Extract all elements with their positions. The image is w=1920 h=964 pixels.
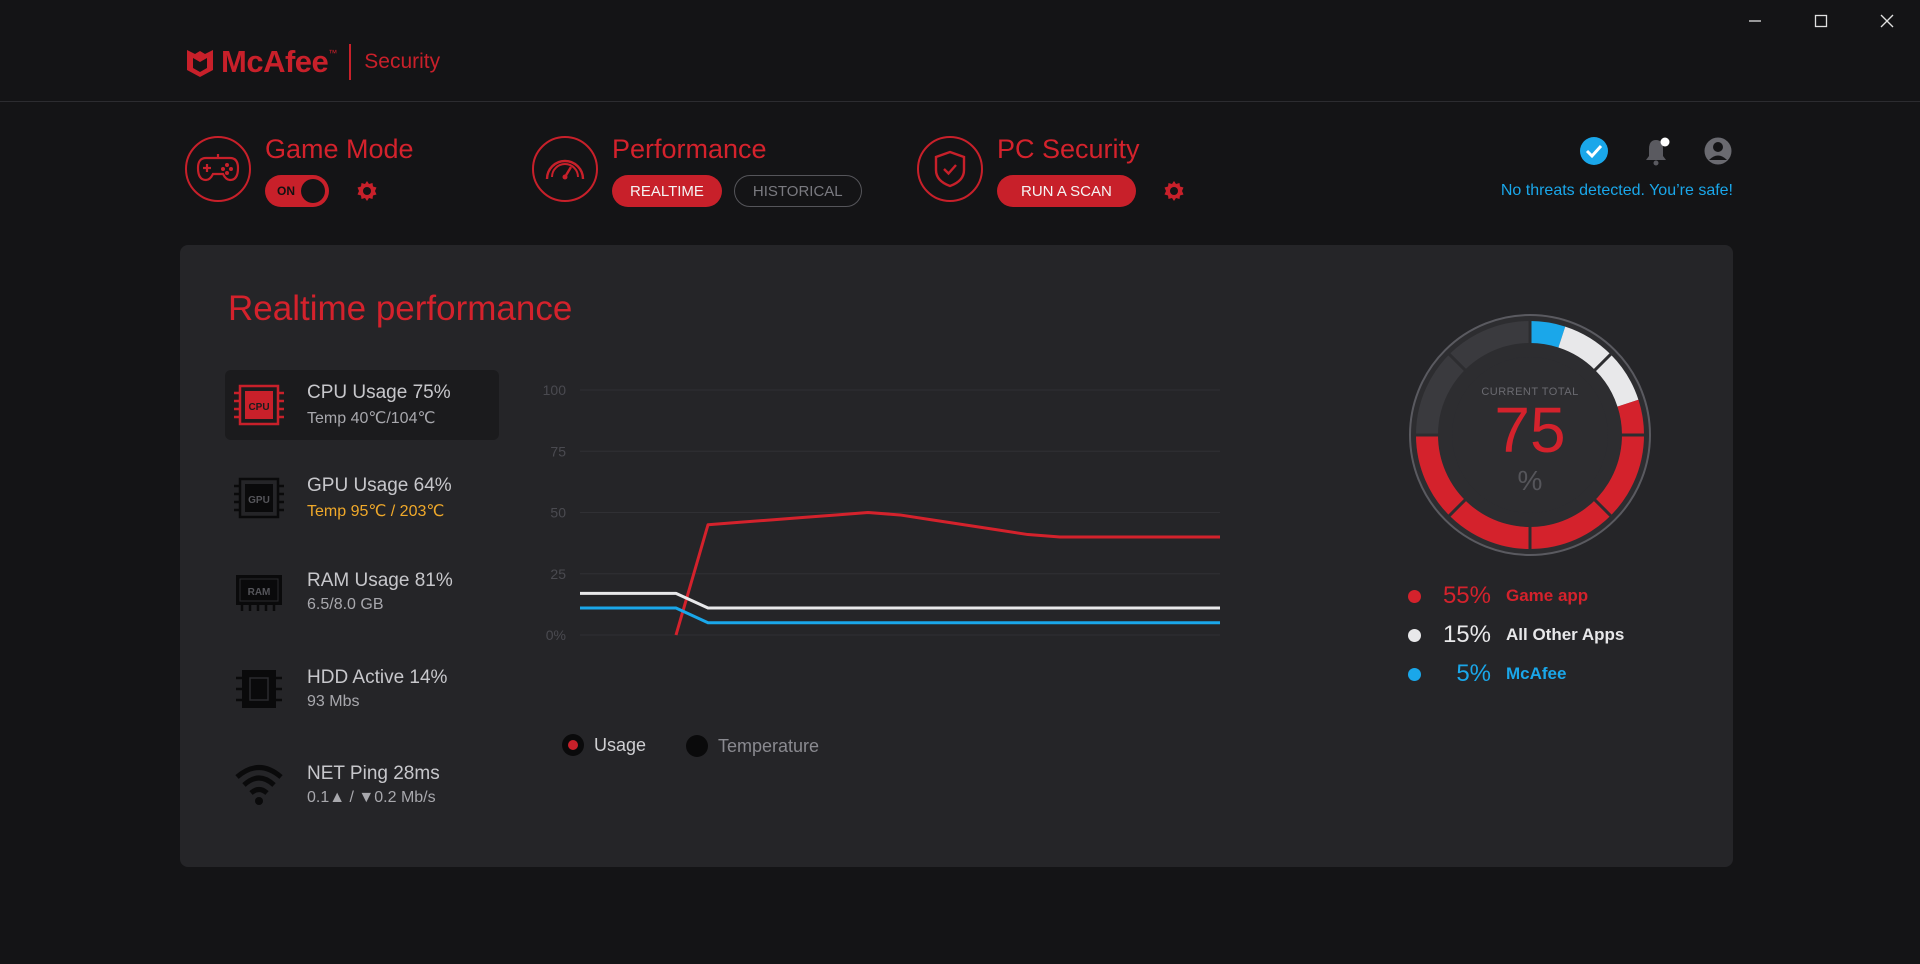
mcafee-shield-icon [187, 50, 213, 77]
panel-title: Realtime performance [228, 289, 573, 328]
hdd-active-title: HDD Active 14% [307, 667, 448, 688]
legend-temperature[interactable]: Temperature [686, 735, 819, 757]
title-bar: McAfee ™ Security [0, 0, 1920, 102]
mcafee-logo: McAfee ™ Security [185, 44, 440, 80]
tab-historical[interactable]: HISTORICAL [733, 175, 862, 207]
metric-cpu[interactable]: CPU CPU Usage 75% Temp 40℃/104℃ [225, 370, 499, 440]
legend-usage-label: Usage [594, 734, 647, 755]
realtime-performance-panel: Realtime performance CPU CPU Usage 75% T… [180, 245, 1733, 867]
net-throughput: 0.1▲ / ▼0.2 Mb/s [307, 789, 436, 806]
net-ping-title: NET Ping 28ms [307, 763, 440, 784]
y-tick-label: 50 [550, 505, 566, 521]
y-tick-label: 100 [543, 382, 567, 398]
performance-title: Performance [612, 134, 767, 164]
game-app-dot [1408, 589, 1421, 603]
protected-check-icon[interactable] [1579, 136, 1609, 171]
breakdown-mcafee: 5% McAfee [1408, 660, 1566, 688]
speedometer-icon [532, 136, 598, 202]
wifi-icon [231, 757, 287, 813]
mcafee-label: McAfee [1506, 664, 1567, 683]
y-tick-label: 75 [550, 443, 566, 459]
usage-legend-icon [562, 734, 584, 756]
brand-name: McAfee [221, 44, 329, 79]
other-apps-pct: 15% [1442, 621, 1491, 648]
cpu-chip-label: CPU [248, 402, 269, 413]
donut-caption: CURRENT TOTAL [1481, 386, 1579, 398]
hdd-speed: 93 Mbs [307, 693, 360, 710]
donut-divider [1446, 351, 1468, 373]
toggle-label: ON [277, 184, 295, 198]
donut-center [1452, 357, 1608, 513]
game-mode-toggle[interactable]: ON [265, 175, 329, 207]
gpu-chip-label: GPU [248, 495, 270, 506]
minimize-icon [1749, 20, 1761, 22]
mcafee-pct: 5% [1456, 660, 1491, 687]
close-button[interactable] [1854, 6, 1920, 36]
game-app-pct: 55% [1442, 582, 1491, 609]
close-icon [1880, 14, 1894, 28]
pc-security-title: PC Security [997, 134, 1140, 164]
run-scan-button[interactable]: RUN A SCAN [997, 175, 1136, 207]
maximize-icon [1814, 14, 1828, 28]
breakdown-other-apps: 15% All Other Apps [1408, 621, 1624, 649]
metric-net[interactable]: NET Ping 28ms 0.1▲ / ▼0.2 Mb/s [225, 750, 499, 820]
shield-check-icon [917, 136, 983, 202]
minimize-button[interactable] [1722, 6, 1788, 36]
metric-gpu[interactable]: GPU GPU Usage 64% Temp 95℃ / 203℃ [225, 463, 499, 533]
hdd-icon [231, 661, 287, 717]
ram-chip-label: RAM [248, 587, 271, 598]
legend-usage[interactable]: Usage [562, 734, 646, 756]
game-mode-module: Game Mode ON [185, 136, 414, 207]
current-total-donut [1409, 314, 1651, 556]
other-apps-dot [1408, 628, 1421, 642]
donut-segment-game-app [1416, 399, 1644, 549]
donut-segment-mcafee [1529, 321, 1566, 348]
pc-security-module: PC Security RUN A SCAN [917, 136, 1186, 207]
window-controls [1722, 6, 1920, 36]
metric-hdd[interactable]: HDD Active 14% 93 Mbs [225, 654, 499, 724]
cpu-usage-title: CPU Usage 75% [307, 382, 451, 403]
ram-usage-title: RAM Usage 81% [307, 570, 453, 591]
realtime-line-chart: 100 75 50 25 0% [543, 382, 1220, 643]
ram-amount: 6.5/8.0 GB [307, 596, 384, 613]
mcafee-dot [1408, 667, 1421, 681]
game-mode-title: Game Mode [265, 134, 414, 164]
legend-temperature-label: Temperature [718, 735, 820, 756]
donut-divider [1446, 497, 1468, 519]
performance-module: Performance REALTIME HISTORICAL [532, 136, 862, 207]
series-line-ram [580, 591, 1220, 610]
other-apps-label: All Other Apps [1506, 625, 1625, 644]
donut-divider [1592, 351, 1614, 373]
logo-divider [349, 44, 352, 80]
donut-unit: % [1517, 465, 1543, 496]
gpu-temp: Temp 95℃ / 203℃ [307, 503, 445, 520]
security-settings-gear-icon[interactable] [1162, 179, 1186, 203]
game-mode-settings-gear-icon[interactable] [355, 179, 379, 203]
y-tick-label: 0% [546, 627, 566, 643]
donut-value: 75 [1494, 394, 1566, 466]
toggle-knob [301, 179, 325, 203]
gamepad-icon [185, 136, 251, 202]
series-line-mcafee [580, 606, 1220, 625]
maximize-button[interactable] [1788, 6, 1854, 36]
account-icon[interactable] [1703, 136, 1733, 171]
status-icons [1579, 136, 1733, 171]
notification-bell-icon[interactable] [1641, 136, 1671, 171]
breakdown-game-app: 55% Game app [1408, 582, 1588, 610]
temperature-legend-icon [686, 735, 708, 757]
tab-realtime[interactable]: REALTIME [612, 175, 722, 207]
threat-status-text: No threats detected. You’re safe! [1500, 182, 1733, 199]
donut-divider [1592, 497, 1614, 519]
product-name: Security [364, 50, 441, 73]
cpu-icon: CPU [231, 377, 287, 433]
series-line-cpu [674, 511, 1220, 636]
cpu-temp: Temp 40℃/104℃ [307, 410, 436, 427]
trademark: ™ [328, 48, 338, 58]
gpu-usage-title: GPU Usage 64% [307, 475, 452, 496]
ram-icon: RAM [231, 564, 287, 620]
game-app-label: Game app [1506, 586, 1589, 605]
y-tick-label: 25 [550, 566, 566, 582]
metric-ram[interactable]: RAM RAM Usage 81% 6.5/8.0 GB [225, 557, 499, 627]
gpu-icon: GPU [231, 470, 287, 526]
